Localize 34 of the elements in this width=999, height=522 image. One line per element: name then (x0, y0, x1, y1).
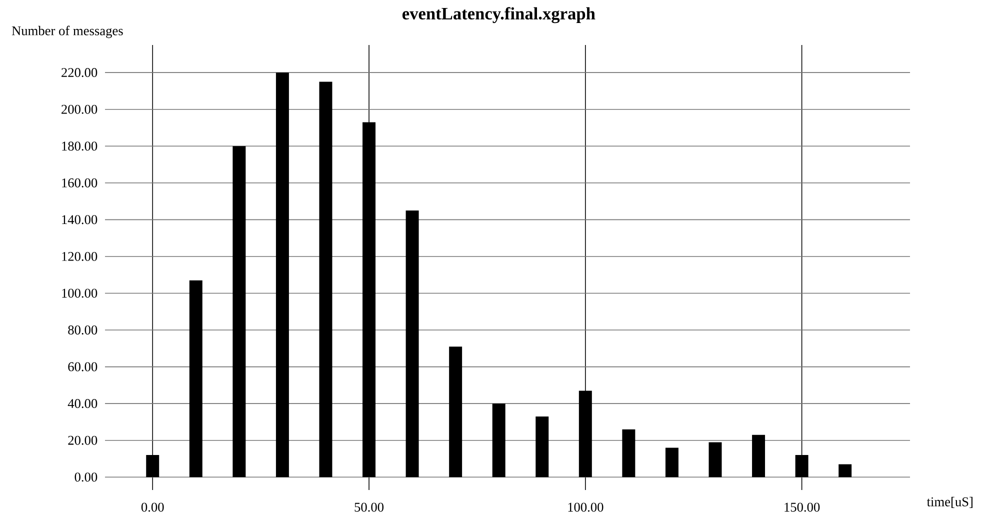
y-tick-label: 180.00 (62, 142, 98, 151)
y-tick-label: 40.00 (68, 399, 98, 408)
y-tick-label: 20.00 (68, 436, 98, 445)
bar (449, 346, 462, 478)
bar (708, 442, 722, 478)
y-tick-label: 220.00 (62, 68, 98, 78)
x-tick-label: 0.00 (141, 502, 164, 512)
y-axis-title: Number of messages (12, 26, 123, 38)
x-axis-title: time[uS] (926, 496, 972, 508)
y-tick-label: 60.00 (68, 362, 98, 372)
y-tick-label: 120.00 (62, 252, 98, 261)
bar (578, 390, 592, 478)
bar (492, 404, 506, 478)
y-tick-label: 160.00 (62, 178, 98, 188)
bar (319, 82, 332, 478)
bar (406, 210, 419, 478)
bar (536, 416, 549, 478)
y-tick-label: 80.00 (68, 325, 98, 335)
bar (232, 146, 246, 478)
bar (189, 280, 202, 478)
bar (362, 122, 376, 478)
x-tick-label: 150.00 (784, 502, 820, 512)
y-tick-label: 140.00 (62, 215, 98, 224)
bar (838, 464, 852, 478)
y-tick-label: 0.00 (74, 472, 98, 482)
bar (276, 72, 289, 478)
y-tick-label: 200.00 (62, 104, 98, 114)
x-tick-label: 50.00 (354, 502, 384, 512)
chart-title: eventLatency.final.xgraph (402, 7, 596, 24)
bar (622, 429, 636, 478)
y-tick-label: 100.00 (62, 288, 98, 298)
x-tick-label: 100.00 (568, 502, 604, 512)
bar (752, 434, 766, 478)
bar (665, 448, 678, 478)
